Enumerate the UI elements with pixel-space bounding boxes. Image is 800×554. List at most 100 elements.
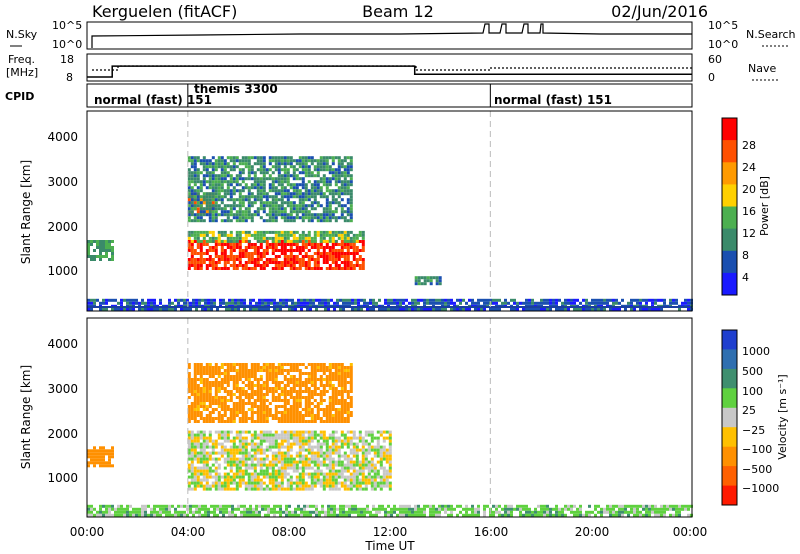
data-cell: [268, 487, 272, 491]
data-cell: [483, 510, 486, 514]
data-cell: [208, 219, 212, 223]
data-cell: [235, 387, 239, 390]
data-cell: [373, 484, 377, 488]
data-cell: [304, 192, 308, 196]
data-cell: [354, 507, 357, 511]
data-cell: [289, 442, 293, 446]
data-cell: [247, 267, 251, 270]
data-cell: [216, 504, 219, 508]
data-cell: [298, 439, 302, 443]
data-cell: [205, 207, 209, 211]
data-cell: [349, 177, 353, 181]
data-cell: [247, 487, 251, 491]
data-cell: [408, 307, 411, 311]
data-cell: [337, 381, 341, 384]
data-cell: [624, 504, 627, 508]
data-cell: [265, 393, 269, 396]
data-cell: [516, 507, 519, 511]
data-cell: [370, 445, 374, 449]
data-cell: [196, 363, 200, 366]
data-cell: [292, 239, 296, 243]
data-cell: [388, 430, 392, 434]
data-cell: [241, 399, 245, 402]
data-cell: [102, 461, 105, 465]
data-cell: [262, 159, 266, 163]
data-cell: [196, 216, 200, 220]
data-cell: [223, 174, 227, 178]
data-cell: [90, 255, 93, 258]
data-cell: [603, 510, 606, 514]
data-cell: [498, 513, 501, 517]
data-cell: [325, 366, 329, 369]
data-cell: [609, 507, 612, 511]
data-cell: [570, 510, 573, 514]
data-cell: [232, 168, 236, 172]
data-cell: [289, 156, 293, 160]
data-cell: [465, 507, 468, 511]
data-cell: [358, 469, 362, 473]
data-cell: [343, 369, 347, 372]
data-cell: [247, 387, 251, 390]
data-cell: [223, 378, 227, 381]
data-cell: [352, 258, 356, 261]
data-cell: [328, 481, 332, 485]
data-cell: [232, 246, 236, 249]
data-cell: [262, 261, 266, 264]
data-cell: [672, 301, 675, 305]
data-cell: [295, 261, 299, 264]
data-cell: [196, 460, 200, 464]
data-cell: [232, 472, 236, 476]
data-cell: [199, 207, 203, 211]
data-cell: [214, 267, 218, 270]
data-cell: [286, 430, 290, 434]
data-cell: [307, 402, 311, 405]
data-cell: [208, 255, 212, 258]
data-cell: [214, 186, 218, 190]
data-cell: [360, 307, 363, 311]
power-cb-tick-12: 12: [742, 227, 756, 240]
data-cell: [310, 369, 314, 372]
data-cell: [249, 298, 252, 302]
data-cell: [283, 252, 287, 255]
data-cell: [340, 375, 344, 378]
data-cell: [193, 177, 197, 181]
data-cell: [216, 307, 219, 311]
data-cell: [346, 192, 350, 196]
data-cell: [217, 420, 221, 423]
data-cell: [334, 369, 338, 372]
data-cell: [519, 513, 522, 517]
data-cell: [304, 399, 308, 402]
data-cell: [211, 198, 215, 202]
data-cell: [274, 433, 278, 437]
data-cell: [202, 165, 206, 169]
data-cell: [304, 411, 308, 414]
data-cell: [334, 445, 338, 449]
data-cell: [238, 469, 242, 473]
data-cell: [214, 466, 218, 470]
data-cell: [370, 487, 374, 491]
data-cell: [492, 510, 495, 514]
data-cell: [214, 252, 218, 255]
data-cell: [301, 255, 305, 258]
data-cell: [465, 301, 468, 305]
data-cell: [190, 487, 194, 491]
data-cell: [399, 507, 402, 511]
data-cell: [217, 430, 221, 434]
data-cell: [292, 189, 296, 193]
data-cell: [214, 402, 218, 405]
data-cell: [268, 372, 272, 375]
data-cell: [208, 204, 212, 208]
data-cell: [217, 411, 221, 414]
data-cell: [304, 484, 308, 488]
data-cell: [645, 507, 648, 511]
data-cell: [253, 267, 257, 270]
data-cell: [111, 464, 114, 468]
data-cell: [304, 414, 308, 417]
data-cell: [319, 366, 323, 369]
data-cell: [202, 366, 206, 369]
data-cell: [259, 195, 263, 199]
data-cell: [280, 417, 284, 420]
data-cell: [325, 180, 329, 184]
data-cell: [226, 192, 230, 196]
data-cell: [307, 463, 311, 467]
